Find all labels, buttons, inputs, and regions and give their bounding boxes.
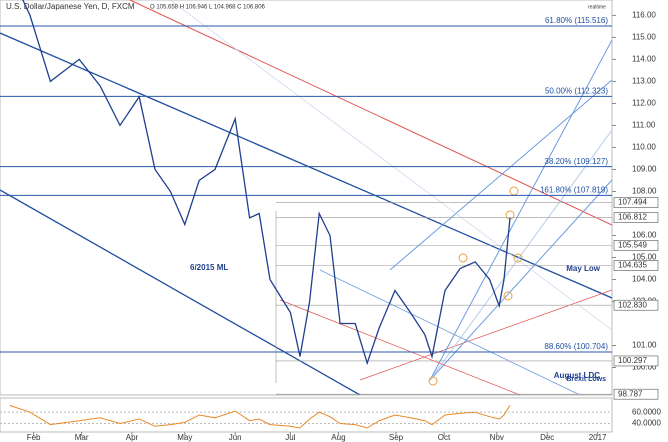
pitchfork bbox=[319, 269, 581, 395]
x-tick-label: Dec bbox=[540, 433, 554, 442]
y-tick-label: 111.00 bbox=[632, 121, 656, 130]
y-tick-label: 110.00 bbox=[632, 143, 656, 152]
fib-label: 61.80% (115.516) bbox=[545, 16, 608, 25]
x-tick-label: Mar bbox=[75, 433, 89, 442]
x-tick-label: May bbox=[177, 433, 192, 442]
pitchfork bbox=[389, 79, 612, 271]
y-tick-label: 112.00 bbox=[632, 99, 656, 108]
note: 6/2015 ML bbox=[190, 263, 228, 272]
y-tick-label: 100.00 bbox=[632, 363, 657, 372]
x-tick-label: Oct bbox=[438, 433, 451, 442]
rsi-line bbox=[9, 404, 511, 429]
rsi-tick-label: 40.0000 bbox=[632, 419, 661, 428]
plot-frame bbox=[0, 0, 613, 396]
y-tick-label: 116.00 bbox=[632, 11, 656, 20]
note: May Low bbox=[566, 264, 601, 273]
level-label: 102.830 bbox=[618, 300, 647, 309]
level-label: 106.812 bbox=[618, 213, 647, 222]
x-tick-label: Feb bbox=[27, 433, 41, 442]
y-tick-label: 113.00 bbox=[632, 77, 656, 86]
y-tick-label: 105.00 bbox=[632, 253, 657, 262]
y-tick-label: 108.00 bbox=[632, 187, 657, 196]
level-box bbox=[613, 212, 659, 223]
level-box bbox=[613, 260, 659, 271]
fib-label: 88.60% (100.704) bbox=[544, 342, 608, 351]
y-tick-label: 104.00 bbox=[632, 275, 657, 284]
x-tick-label: Jun bbox=[229, 433, 242, 442]
level-label: 107.494 bbox=[618, 198, 647, 207]
note: August LDC bbox=[554, 371, 600, 380]
y-tick-label: 114.00 bbox=[632, 55, 656, 64]
ma bbox=[169, 0, 612, 331]
marker bbox=[458, 253, 468, 263]
marker bbox=[428, 376, 438, 386]
x-tick-label: 2017 bbox=[589, 433, 607, 442]
y-tick-label: 101.00 bbox=[632, 341, 657, 350]
trendlines bbox=[0, 0, 612, 395]
y-tick-label: 109.00 bbox=[632, 165, 657, 174]
fib-label: 161.80% (107.819) bbox=[540, 186, 608, 195]
x-tick-label: Nov bbox=[490, 433, 504, 442]
level-label: 105.549 bbox=[618, 240, 647, 249]
level-label: 104.635 bbox=[618, 261, 647, 270]
level-box bbox=[613, 355, 659, 367]
level-box bbox=[613, 197, 659, 208]
chart-title: U.S. Dollar/Japanese Yen, D, FXCM bbox=[6, 2, 135, 11]
status: realtime bbox=[588, 4, 606, 10]
fib-label: 38.20% (109.127) bbox=[544, 157, 608, 166]
x-tick-label: Jul bbox=[285, 433, 295, 442]
level-label: 100.297 bbox=[618, 356, 647, 365]
pitchfork bbox=[279, 299, 521, 395]
trendline bbox=[129, 0, 612, 226]
marker bbox=[503, 291, 513, 301]
rsi-frame bbox=[0, 397, 613, 433]
rsi-tick-label: 60.0000 bbox=[632, 407, 661, 416]
price-line bbox=[22, 0, 511, 366]
y-tick-label: 106.00 bbox=[632, 231, 657, 240]
x-tick-label: Sep bbox=[389, 433, 404, 442]
x-tick-label: Apr bbox=[126, 433, 139, 442]
level-box bbox=[613, 240, 659, 251]
note: Brexit Lows bbox=[566, 376, 606, 383]
y-tick-label: 115.00 bbox=[632, 33, 656, 42]
fib-label: 50.00% (112.323) bbox=[545, 86, 608, 95]
level-box bbox=[613, 299, 659, 311]
x-tick-label: Aug bbox=[331, 433, 345, 442]
marker bbox=[513, 253, 523, 263]
ohlc: O 105.658 H 106.946 L 104.968 C 106.806 bbox=[150, 5, 266, 11]
level-label: 98.787 bbox=[618, 389, 643, 398]
plot-area bbox=[0, 0, 612, 395]
pitchfork bbox=[429, 179, 612, 381]
level-box bbox=[613, 388, 659, 400]
